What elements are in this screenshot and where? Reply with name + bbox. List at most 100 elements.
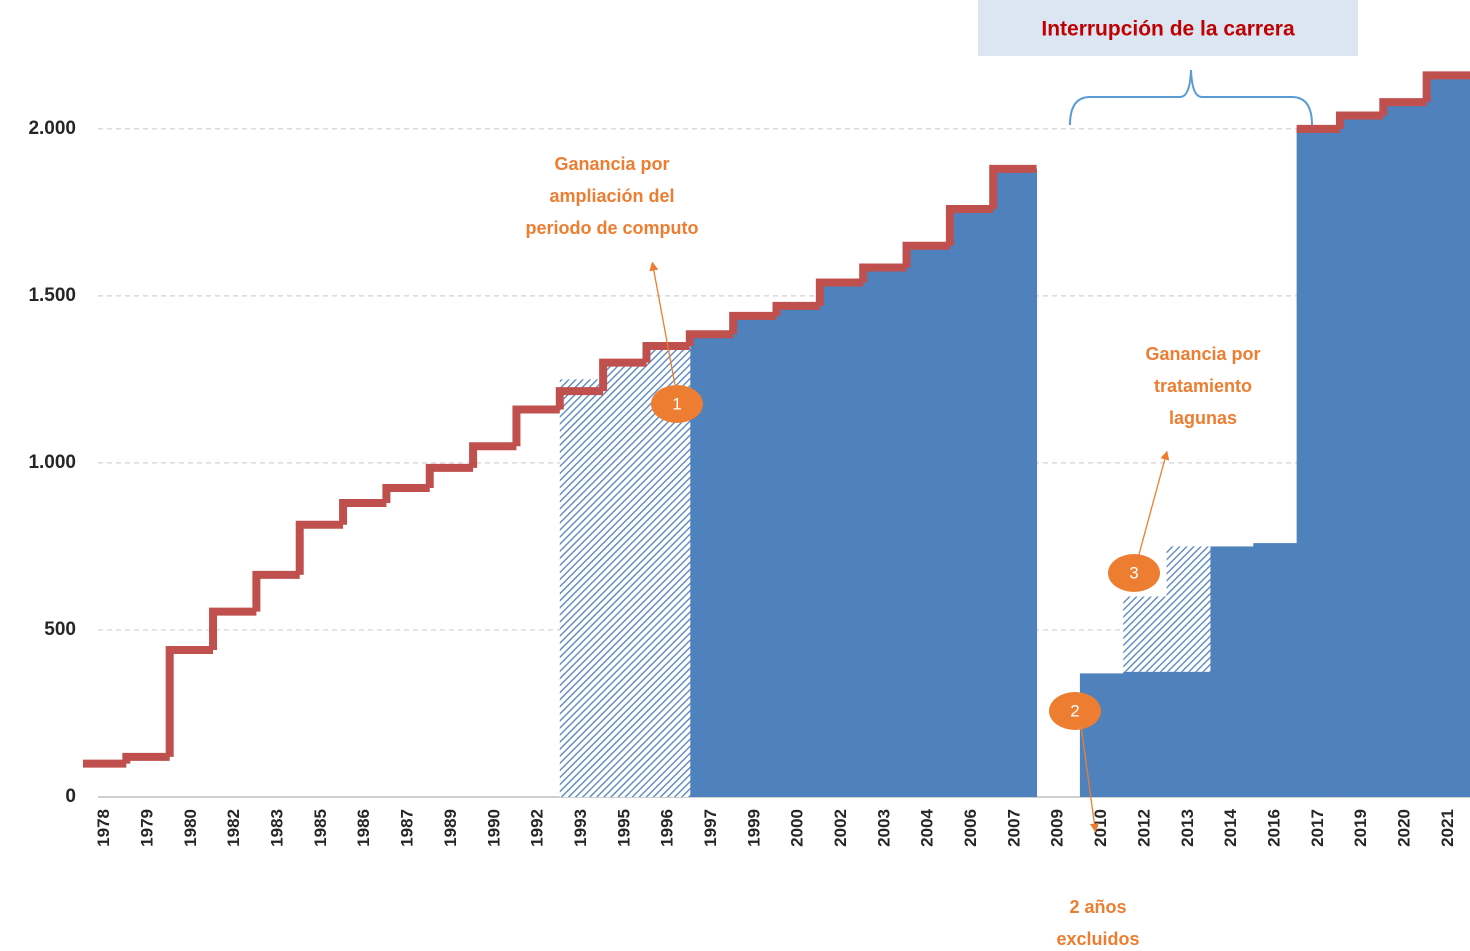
area-column xyxy=(819,282,864,797)
x-tick-label: 2006 xyxy=(961,809,980,847)
x-tick-label: 1993 xyxy=(571,809,590,847)
step-line xyxy=(469,442,517,468)
area-column xyxy=(733,315,777,797)
annotation: periodo de computo xyxy=(526,218,699,238)
bracket xyxy=(1069,69,1313,126)
area-column xyxy=(1209,546,1254,797)
x-tick-label: 2016 xyxy=(1264,809,1283,847)
arrow xyxy=(649,261,676,386)
x-tick-label: 1996 xyxy=(658,809,677,847)
hatched-area xyxy=(559,379,604,797)
marker-label: 2 xyxy=(1070,701,1079,720)
step-line xyxy=(512,405,560,447)
step-line xyxy=(945,205,994,246)
annotation: ampliación del xyxy=(549,186,674,206)
area-column xyxy=(1296,128,1341,797)
step-line xyxy=(425,463,474,488)
arrow xyxy=(1137,450,1170,559)
area-column xyxy=(776,305,821,797)
hatched-area xyxy=(603,362,647,797)
annotation: excluidos xyxy=(1056,929,1139,949)
x-tick-label: 2019 xyxy=(1351,809,1370,847)
step-line xyxy=(1422,71,1470,103)
step-line xyxy=(685,330,734,346)
x-tick-label: 2003 xyxy=(874,809,893,847)
annotation: Ganancia por xyxy=(554,154,669,174)
step-line xyxy=(1379,98,1427,116)
x-tick-label: 2000 xyxy=(788,809,807,847)
y-tick-label: 1.000 xyxy=(28,452,76,473)
y-tick-label: 2.000 xyxy=(28,118,76,139)
step-line xyxy=(729,311,777,335)
x-tick-label: 1985 xyxy=(311,809,330,847)
marker-badge xyxy=(651,385,703,423)
annotation: tratamiento xyxy=(1154,376,1252,396)
area-column xyxy=(863,267,908,797)
arrow xyxy=(1079,717,1099,833)
x-tick-label: 1992 xyxy=(528,809,547,847)
x-tick-label: 1979 xyxy=(138,809,157,847)
annotation: Ganancia por xyxy=(1145,344,1260,364)
y-tick-label: 0 xyxy=(65,786,76,807)
x-tick-label: 1995 xyxy=(614,809,633,847)
x-tick-label: 2009 xyxy=(1048,809,1067,847)
step-line xyxy=(252,570,300,612)
step-line xyxy=(209,607,257,650)
step-line xyxy=(382,483,430,503)
step-line xyxy=(642,341,690,363)
area-column xyxy=(1339,115,1384,798)
x-tick-label: 2013 xyxy=(1178,809,1197,847)
box-label: Interrupción de la carrera xyxy=(1041,18,1295,41)
x-tick-label: 1989 xyxy=(441,809,460,847)
area-column xyxy=(993,168,1038,798)
x-tick-label: 2014 xyxy=(1221,808,1240,846)
x-tick-label: 1978 xyxy=(94,809,113,847)
x-tick-label: 2021 xyxy=(1438,809,1457,847)
x-tick-label: 1983 xyxy=(268,809,287,847)
annotation: lagunas xyxy=(1169,408,1237,428)
x-tick-label: 2007 xyxy=(1004,809,1023,847)
x-tick-label: 2020 xyxy=(1394,809,1413,847)
step-line xyxy=(989,164,1037,209)
step-line xyxy=(165,646,214,757)
step-line xyxy=(1335,111,1384,129)
step-line xyxy=(339,499,387,525)
step-line xyxy=(815,278,864,306)
area-column xyxy=(1426,75,1470,797)
x-tick-label: 1980 xyxy=(181,809,200,847)
step-line xyxy=(902,241,950,268)
x-tick-label: 2012 xyxy=(1134,809,1153,847)
x-tick-label: 1987 xyxy=(398,809,417,847)
marker-badge xyxy=(1108,554,1160,592)
x-tick-label: 2002 xyxy=(831,809,850,847)
step-line xyxy=(859,263,907,283)
area-column xyxy=(1079,673,1124,797)
y-tick-label: 1.500 xyxy=(28,285,76,306)
x-tick-label: 2004 xyxy=(918,808,937,846)
x-tick-label: 1982 xyxy=(224,809,243,847)
annotation: 2 años xyxy=(1069,897,1126,917)
hatched-area xyxy=(1166,546,1211,672)
area-column xyxy=(1123,671,1168,797)
area-column xyxy=(906,245,951,797)
x-tick-label: 1999 xyxy=(744,809,763,847)
x-tick-label: 1986 xyxy=(354,809,373,847)
area-column xyxy=(1383,102,1428,797)
x-tick-label: 2010 xyxy=(1091,809,1110,847)
step-line xyxy=(295,520,344,575)
marker-label: 1 xyxy=(672,394,681,413)
step-line xyxy=(555,387,604,410)
step-line xyxy=(122,752,170,764)
area-column xyxy=(1253,543,1298,797)
marker-badge xyxy=(1049,692,1101,730)
y-tick-label: 500 xyxy=(44,619,76,640)
step-line xyxy=(772,301,820,316)
box-bg xyxy=(978,0,1358,56)
area-column xyxy=(949,209,994,797)
step-line xyxy=(599,358,647,392)
x-tick-label: 2017 xyxy=(1308,809,1327,847)
x-tick-label: 1997 xyxy=(701,809,720,847)
marker-label: 3 xyxy=(1129,563,1138,582)
hatched-area xyxy=(1123,596,1168,672)
